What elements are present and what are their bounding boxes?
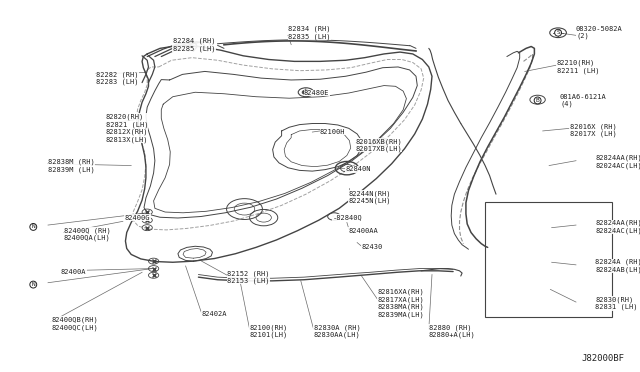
- Text: 081A6-6121A
(4): 081A6-6121A (4): [560, 94, 607, 107]
- Text: 82830A (RH)
82830AA(LH): 82830A (RH) 82830AA(LH): [314, 324, 360, 338]
- Text: 82838M (RH)
82839M (LH): 82838M (RH) 82839M (LH): [48, 158, 95, 173]
- Text: 82100H: 82100H: [320, 129, 346, 135]
- Text: 82830(RH)
82831 (LH): 82830(RH) 82831 (LH): [595, 296, 637, 310]
- Text: 82400A: 82400A: [61, 269, 86, 275]
- Text: 82400G: 82400G: [125, 215, 150, 221]
- Text: 82820(RH)
82821 (LH)
82812X(RH)
82813X(LH): 82820(RH) 82821 (LH) 82812X(RH) 82813X(L…: [106, 114, 148, 143]
- Text: 82284 (RH)
82285 (LH): 82284 (RH) 82285 (LH): [173, 38, 215, 52]
- Text: 82824A (RH)
82824AB(LH): 82824A (RH) 82824AB(LH): [595, 259, 640, 273]
- Bar: [485, 202, 612, 317]
- Text: N: N: [31, 224, 35, 230]
- Text: B: B: [536, 98, 540, 103]
- Text: 82824AA(RH)
82824AC(LH): 82824AA(RH) 82824AC(LH): [595, 220, 640, 234]
- Text: 82402A: 82402A: [202, 311, 227, 317]
- Text: 82244N(RH)
82245N(LH): 82244N(RH) 82245N(LH): [349, 190, 391, 204]
- Circle shape: [302, 90, 310, 94]
- Text: 82400QB(RH)
82400QC(LH): 82400QB(RH) 82400QC(LH): [51, 317, 98, 331]
- Text: 82824AA(RH)
82024AC(LH): 82824AA(RH) 82024AC(LH): [595, 155, 640, 169]
- Text: 82880 (RH)
82880+A(LH): 82880 (RH) 82880+A(LH): [429, 324, 476, 338]
- Text: 08320-5082A
(2): 08320-5082A (2): [576, 26, 623, 39]
- Text: 82834 (RH)
82835 (LH): 82834 (RH) 82835 (LH): [288, 26, 330, 40]
- Text: 82840N: 82840N: [346, 166, 371, 172]
- Text: 82400Q (RH)
82400QA(LH): 82400Q (RH) 82400QA(LH): [64, 227, 111, 241]
- Text: 82400AA: 82400AA: [349, 228, 378, 234]
- Text: 82282 (RH)
82283 (LH): 82282 (RH) 82283 (LH): [96, 71, 138, 85]
- Text: S: S: [556, 30, 560, 35]
- Text: N: N: [31, 282, 35, 287]
- Text: 82210(RH)
82211 (LH): 82210(RH) 82211 (LH): [557, 60, 599, 74]
- Text: 82480E: 82480E: [304, 90, 330, 96]
- Text: 82816XA(RH)
82817XA(LH)
82838MA(RH)
82839MA(LH): 82816XA(RH) 82817XA(LH) 82838MA(RH) 8283…: [378, 289, 424, 318]
- Text: 82100(RH)
82101(LH): 82100(RH) 82101(LH): [250, 324, 288, 338]
- Text: 82152 (RH)
82153 (LH): 82152 (RH) 82153 (LH): [227, 270, 269, 284]
- Circle shape: [380, 140, 386, 144]
- Text: 82016X (RH)
82017X (LH): 82016X (RH) 82017X (LH): [570, 123, 616, 137]
- Text: J82000BF: J82000BF: [581, 354, 624, 363]
- Text: 82016XB(RH)
82017XB(LH): 82016XB(RH) 82017XB(LH): [355, 138, 402, 152]
- Text: -82840Q: -82840Q: [333, 215, 362, 221]
- Text: 82430: 82430: [362, 244, 383, 250]
